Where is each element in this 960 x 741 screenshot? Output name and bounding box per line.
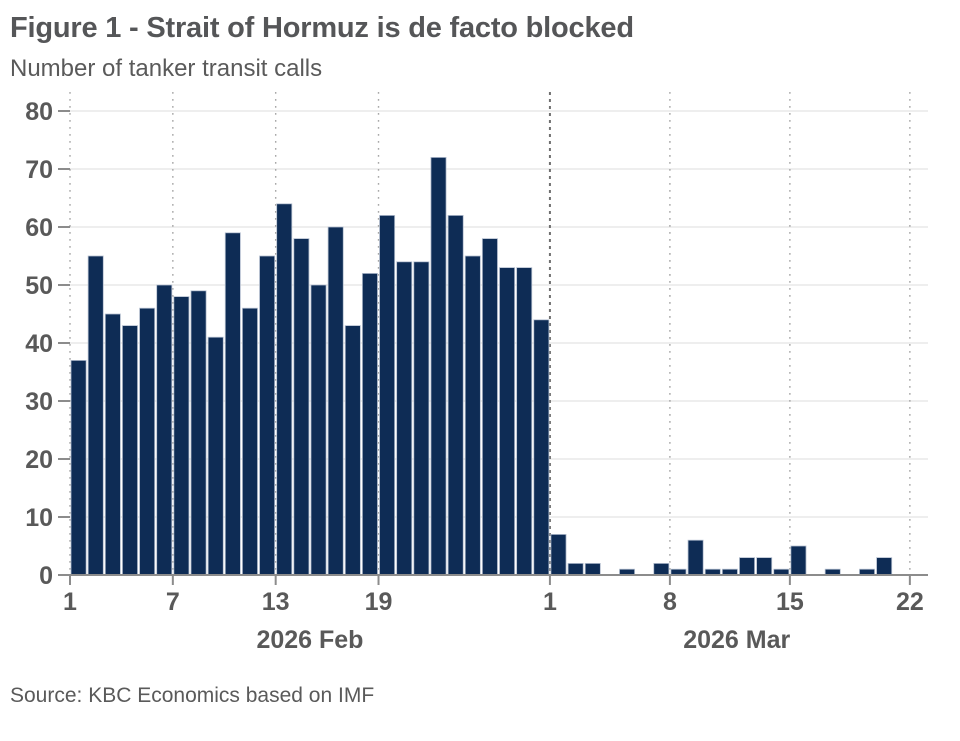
bar-feb-7 [173, 296, 190, 576]
figure-subtitle: Number of tanker transit calls [10, 55, 323, 82]
bar-feb-21 [413, 261, 430, 576]
month-label-mar: 2026 Mar [683, 626, 790, 654]
bar-feb-2 [87, 255, 104, 576]
bar-feb-24 [464, 255, 481, 576]
bar-feb-14 [293, 238, 310, 576]
bar-feb-6 [156, 284, 173, 576]
bar-mar-7 [653, 563, 670, 576]
bar-feb-28 [533, 319, 550, 576]
bar-feb-25 [481, 238, 498, 576]
bar-mar-9 [687, 539, 704, 576]
bar-feb-1 [70, 359, 87, 576]
x-tick-label-day-7: 7 [166, 588, 180, 616]
y-tick-label-30: 30 [25, 388, 53, 416]
bar-feb-3 [104, 313, 121, 576]
figure-title: Figure 1 - Strait of Hormuz is de facto … [10, 12, 634, 44]
x-tick-label-day-19: 19 [365, 588, 393, 616]
y-tick-label-80: 80 [25, 98, 53, 126]
bar-feb-13 [276, 203, 293, 576]
bar-feb-12 [259, 255, 276, 576]
bar-feb-22 [430, 156, 447, 576]
bar-feb-16 [327, 226, 344, 576]
y-tick-label-0: 0 [39, 562, 53, 590]
bar-feb-19 [379, 214, 396, 576]
bar-mar-20 [876, 557, 893, 576]
x-tick-label-day-1: 1 [63, 588, 77, 616]
bar-feb-17 [344, 325, 361, 576]
y-tick-label-40: 40 [25, 330, 53, 358]
bar-feb-4 [122, 325, 138, 576]
bar-mar-1 [550, 534, 567, 576]
y-tick-label-10: 10 [25, 504, 53, 532]
x-tick-label-day-8: 8 [663, 588, 677, 616]
x-tick-label-day-13: 13 [262, 588, 290, 616]
month-label-feb: 2026 Feb [256, 626, 363, 654]
bar-mar-2 [567, 563, 584, 576]
bar-mar-15 [790, 545, 807, 576]
bar-feb-15 [310, 284, 327, 576]
bar-mar-12 [739, 557, 756, 576]
bar-feb-11 [241, 307, 258, 576]
x-tick-label-day-22: 22 [896, 588, 924, 616]
bar-feb-26 [499, 267, 516, 576]
bar-feb-18 [361, 272, 378, 576]
bar-mar-3 [584, 563, 601, 576]
bar-feb-8 [190, 290, 207, 576]
bar-mar-13 [756, 557, 773, 576]
y-tick-label-20: 20 [25, 446, 53, 474]
bar-feb-10 [224, 232, 241, 576]
y-tick-label-70: 70 [25, 156, 53, 184]
y-tick-label-60: 60 [25, 214, 53, 242]
x-tick-label-day-1: 1 [543, 588, 557, 616]
bar-feb-5 [139, 307, 156, 576]
bar-feb-20 [396, 261, 413, 576]
bar-feb-9 [207, 336, 224, 576]
bar-feb-23 [447, 214, 464, 576]
y-tick-label-50: 50 [25, 272, 53, 300]
x-tick-label-day-15: 15 [776, 588, 804, 616]
bar-feb-27 [516, 267, 533, 576]
source-note: Source: KBC Economics based on IMF [10, 684, 375, 707]
